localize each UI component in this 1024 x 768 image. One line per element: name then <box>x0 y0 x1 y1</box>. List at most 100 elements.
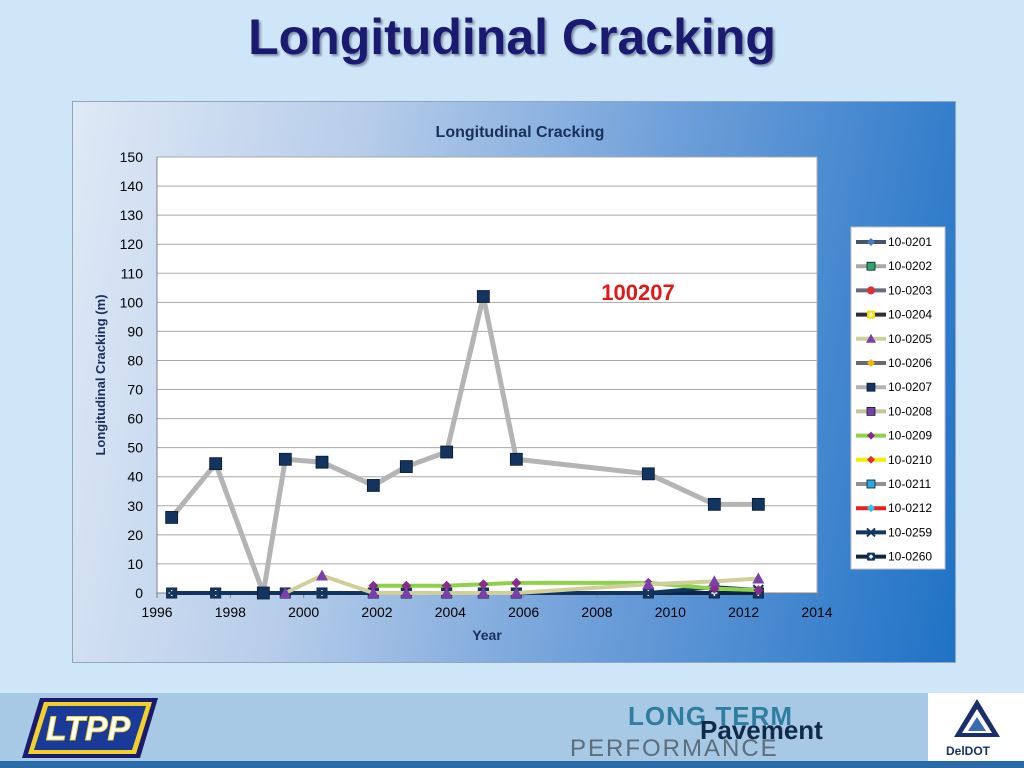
legend-marker <box>867 286 875 295</box>
x-tick-label: 2000 <box>288 604 319 620</box>
legend-marker <box>867 431 875 440</box>
series-line-10-0205 <box>284 573 759 595</box>
y-tick-label: 110 <box>121 265 144 281</box>
legend-marker <box>867 455 875 464</box>
data-point <box>278 452 292 466</box>
data-point <box>279 587 292 598</box>
data-point <box>367 587 380 598</box>
data-point <box>642 587 655 599</box>
data-point <box>401 580 412 591</box>
ltpp-logo-text: LTPP <box>46 710 131 748</box>
legend-label: 10-0259 <box>888 525 932 539</box>
data-point <box>399 460 413 473</box>
deldot-logo <box>930 693 1024 761</box>
legend-marker <box>866 382 876 392</box>
y-tick-label: 70 <box>127 382 143 398</box>
y-axis-label: Longitudinal Cracking (m) <box>93 294 108 455</box>
data-point <box>400 587 413 598</box>
y-tick-label: 30 <box>127 498 143 514</box>
legend <box>850 226 946 570</box>
y-tick-label: 140 <box>120 178 144 194</box>
legend-label: 10-0210 <box>888 453 932 467</box>
ltpp-logo: LTPP <box>22 698 158 758</box>
data-point <box>510 587 523 598</box>
legend-label: 10-0209 <box>888 429 932 443</box>
legend-label: 10-0205 <box>888 332 932 346</box>
deldot-logo-text: DelDOT <box>946 744 991 758</box>
x-axis-label: Year <box>472 627 502 643</box>
deldot-logo-mark <box>954 699 1000 737</box>
data-point <box>476 290 490 303</box>
data-point <box>751 497 765 511</box>
plot-area <box>156 156 818 594</box>
chart-area: Longitudinal Cracking 0 10 20 30 40 50 60 70 80 90… <box>72 101 956 663</box>
legend-label: 10-0202 <box>888 259 932 273</box>
y-tick-label: 40 <box>127 469 143 485</box>
legend-label: 10-0204 <box>888 308 932 322</box>
y-tick-label: 150 <box>120 149 144 165</box>
data-point <box>509 452 523 466</box>
legend-label: 10-0207 <box>888 380 932 394</box>
x-tick-label: 2006 <box>508 604 539 620</box>
data-point <box>642 578 655 590</box>
legend-marker <box>867 238 875 246</box>
program-name-line1: LONG TERM <box>628 701 793 731</box>
data-point <box>209 457 223 471</box>
legend-marker <box>866 527 876 538</box>
data-point <box>477 587 490 598</box>
y-tick-label: 120 <box>120 236 144 252</box>
program-name-line2: Pavement <box>700 715 823 745</box>
legend-marker <box>867 552 875 561</box>
x-tick-label: 2014 <box>801 604 832 620</box>
data-point <box>165 587 178 599</box>
data-point <box>478 579 489 590</box>
legend-marker <box>867 359 875 367</box>
data-point <box>256 586 270 600</box>
legend-label: 10-0212 <box>888 501 932 515</box>
legend-marker <box>867 310 875 319</box>
y-tick-label: 10 <box>127 556 143 572</box>
data-point <box>440 445 454 459</box>
data-point <box>316 587 328 599</box>
legend-marker <box>866 261 876 271</box>
y-tick-label: 80 <box>127 352 143 368</box>
legend-marker <box>867 504 875 513</box>
y-tick-label: 90 <box>127 323 143 339</box>
legend-marker <box>866 479 876 489</box>
x-tick-label: 2008 <box>581 604 612 620</box>
data-point <box>707 497 721 511</box>
legend-label: 10-0203 <box>888 283 932 297</box>
legend-label: 10-0206 <box>888 356 932 370</box>
x-tick-label: 2010 <box>655 604 686 620</box>
y-tick-label: 0 <box>135 585 143 601</box>
x-tick-label: 2004 <box>435 604 466 620</box>
data-point <box>316 569 328 581</box>
data-point <box>209 587 222 599</box>
legend-label: 10-0211 <box>888 477 931 491</box>
y-tick-label: 130 <box>120 207 144 223</box>
y-tick-label: 60 <box>127 411 143 427</box>
data-point <box>366 479 380 492</box>
chart-title: Longitudinal Cracking <box>436 124 605 141</box>
data-point <box>165 511 179 524</box>
x-tick-label: 2012 <box>728 604 759 620</box>
data-point <box>441 580 452 591</box>
data-point <box>511 577 522 588</box>
data-point <box>641 467 655 481</box>
legend-marker <box>866 333 876 343</box>
footer-rule <box>0 761 1024 768</box>
data-point <box>708 575 721 587</box>
y-tick-label: 20 <box>127 527 143 543</box>
footer-band: LTPP LONG TERM Pavement PERFORMANCE <box>0 693 1024 768</box>
data-point <box>753 585 764 596</box>
data-point <box>315 455 329 469</box>
x-tick-label: 2002 <box>361 604 392 620</box>
legend-label: 10-0201 <box>888 235 932 249</box>
longitudinal-cracking-chart: Longitudinal Cracking 0 10 20 30 40 50 60 70 80 90… <box>93 124 946 643</box>
legend-label: 10-0260 <box>888 550 932 564</box>
y-tick-label: 50 <box>127 440 143 456</box>
data-point <box>368 580 379 591</box>
data-point <box>752 572 765 584</box>
data-point <box>440 587 453 598</box>
legend-label: 10-0208 <box>888 404 932 418</box>
